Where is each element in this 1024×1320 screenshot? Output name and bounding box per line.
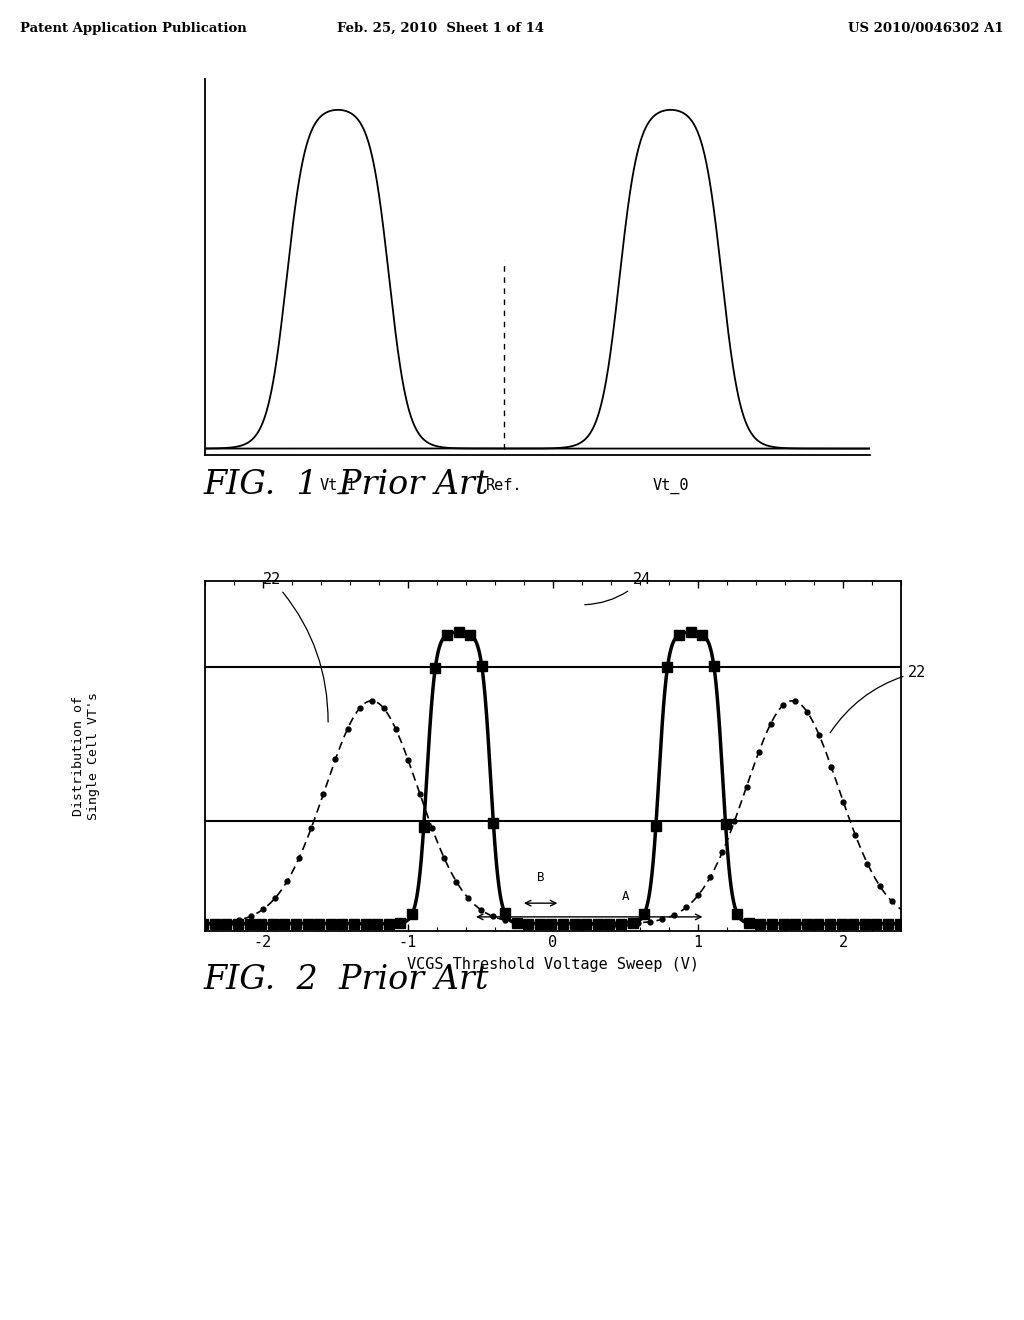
Text: Feb. 25, 2010  Sheet 1 of 14: Feb. 25, 2010 Sheet 1 of 14 (337, 22, 544, 34)
Text: 22: 22 (263, 573, 328, 722)
Text: Distribution of
Single Cell VT's: Distribution of Single Cell VT's (73, 692, 100, 820)
Text: Vt_0: Vt_0 (652, 478, 689, 494)
Text: FIG.  1  Prior Art: FIG. 1 Prior Art (204, 469, 488, 502)
Text: Ref.: Ref. (486, 478, 522, 492)
Text: FIG.  2  Prior Art: FIG. 2 Prior Art (204, 964, 488, 997)
Text: 22: 22 (830, 665, 927, 733)
X-axis label: VCGS Threshold Voltage Sweep (V): VCGS Threshold Voltage Sweep (V) (407, 957, 699, 973)
Text: B: B (537, 871, 545, 884)
Text: A: A (622, 890, 629, 903)
Text: 24: 24 (585, 573, 651, 605)
Text: Patent Application Publication: Patent Application Publication (20, 22, 247, 34)
Text: Vt_1: Vt_1 (319, 478, 356, 494)
Text: US 2010/0046302 A1: US 2010/0046302 A1 (848, 22, 1004, 34)
